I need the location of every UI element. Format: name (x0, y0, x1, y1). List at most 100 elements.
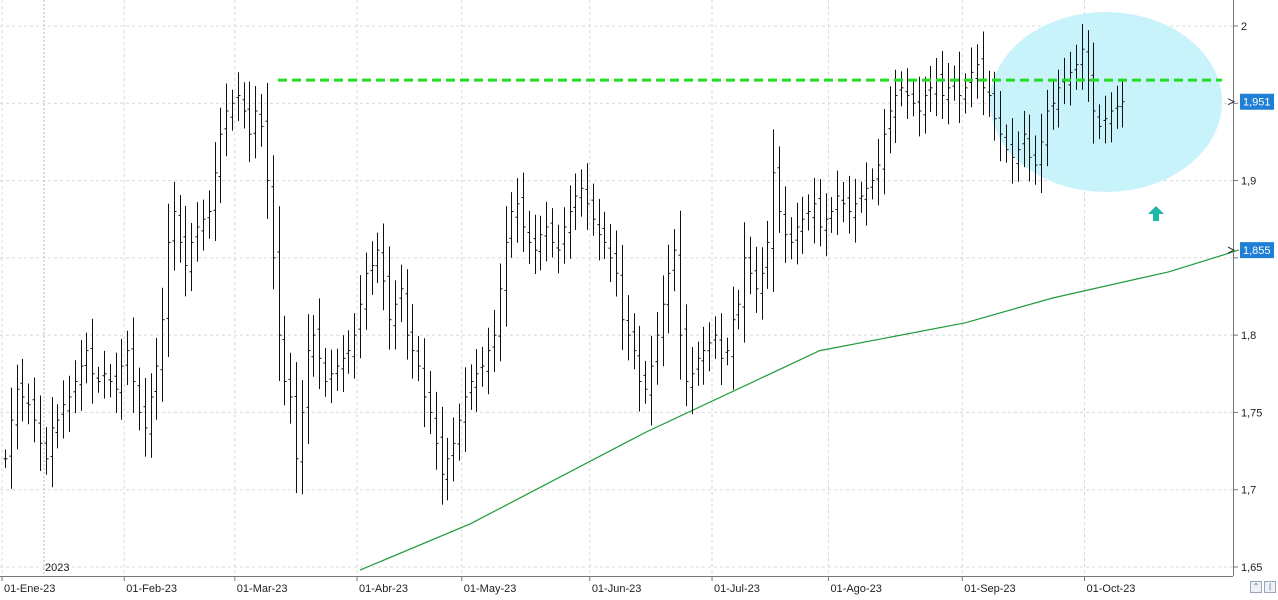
price-bar (457, 403, 462, 461)
x-tick-label: 01-Jul-23 (714, 583, 760, 595)
price-bar (632, 313, 637, 370)
price-bar (975, 44, 980, 99)
price-bar (573, 173, 578, 230)
price-bar (1022, 110, 1027, 168)
y-tick-label: 1,8 (1241, 330, 1256, 342)
price-bar (160, 287, 165, 402)
price-bar (923, 76, 928, 134)
price-bar (253, 85, 258, 159)
price-bar (90, 318, 95, 404)
price-bar (1115, 85, 1120, 129)
moving-average-marker-label: 1,855 (1243, 245, 1271, 257)
price-bar (637, 325, 642, 412)
price-bar (195, 202, 200, 262)
price-bar (178, 195, 183, 263)
price-bar (1027, 114, 1032, 182)
price-bar (777, 146, 782, 233)
price-bar (568, 185, 573, 259)
x-tick-label: 01-Feb-23 (126, 583, 177, 595)
x-tick-label: 01-Ago-23 (830, 583, 881, 595)
price-bar (137, 367, 142, 431)
price-bar (841, 181, 846, 223)
price-bar (445, 437, 450, 501)
price-bar (911, 81, 916, 117)
price-bar (550, 208, 555, 258)
price-bar (666, 244, 671, 334)
price-bar (981, 31, 986, 116)
moving-average-marker-pointer (1227, 246, 1236, 254)
price-bar (387, 246, 392, 350)
price-bar (422, 338, 427, 428)
price-bar (736, 289, 741, 330)
price-bar (713, 316, 718, 359)
price-bar (504, 206, 509, 327)
price-bar (853, 178, 858, 243)
price-bar (149, 373, 154, 458)
price-bar (265, 82, 270, 219)
price-bar (824, 193, 829, 257)
price-bar (597, 198, 602, 261)
price-bar (1056, 69, 1061, 128)
price-bar (329, 349, 334, 404)
price-bar (166, 203, 171, 358)
price-bar (905, 68, 910, 120)
price-bar (341, 335, 346, 392)
x-tick-label: 01-May-23 (464, 583, 517, 595)
moving-average-line (359, 249, 1239, 571)
price-bar (55, 404, 60, 449)
price-bar (719, 313, 724, 386)
price-bar (119, 338, 124, 420)
price-bar (765, 220, 770, 289)
price-bar (288, 352, 293, 424)
x-tick-label: 01-Jun-23 (592, 583, 642, 595)
price-bar (544, 201, 549, 262)
price-bar (259, 94, 264, 147)
price-bar (515, 178, 520, 243)
price-bar (434, 391, 439, 470)
price-bar (643, 360, 648, 404)
scroll-up-icon[interactable]: ⌃ (1250, 581, 1262, 593)
price-bar (50, 397, 55, 488)
price-bar (317, 298, 322, 390)
price-bar (690, 347, 695, 415)
price-bar (38, 395, 43, 471)
price-bar (847, 175, 852, 234)
price-bar (1051, 79, 1056, 130)
price-bar (661, 275, 666, 367)
price-bar (800, 196, 805, 254)
price-bar (218, 107, 223, 204)
price-bar (620, 244, 625, 351)
price-bar (311, 315, 316, 377)
price-bar (463, 367, 468, 452)
price-bar (707, 322, 712, 372)
price-bar (399, 264, 404, 323)
price-bar (771, 129, 776, 292)
price-bar (928, 65, 933, 112)
price-bar (998, 90, 1003, 162)
price-bar (364, 252, 369, 330)
price-bar (987, 70, 992, 117)
moving-average-layer (359, 249, 1239, 571)
price-bar (67, 375, 72, 433)
price-bar (864, 162, 869, 226)
scroll-toggle-icon[interactable]: | (1264, 581, 1276, 593)
price-bar (247, 81, 252, 162)
price-bar (201, 199, 206, 251)
price-bar (818, 179, 823, 247)
price-bar (835, 170, 840, 235)
price-bar (1016, 131, 1021, 182)
price-bar (748, 236, 753, 295)
price-bar (1039, 113, 1044, 193)
price-bar (556, 224, 561, 274)
moving-average-marker-box (1240, 242, 1274, 259)
price-bar (696, 341, 701, 386)
price-bar (440, 406, 445, 505)
price-bar (672, 229, 677, 292)
price-bar (1074, 44, 1079, 90)
price-bar (108, 363, 113, 398)
y-tick-label: 1,65 (1241, 562, 1262, 574)
price-bar (224, 83, 229, 157)
price-bar (1010, 118, 1015, 184)
price-bar (585, 163, 590, 230)
price-bar (940, 50, 945, 120)
